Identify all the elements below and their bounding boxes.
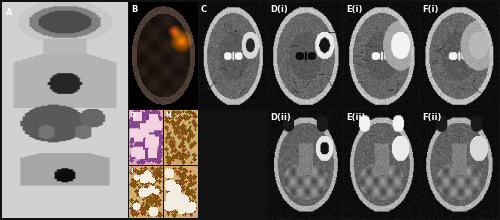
Text: B: B xyxy=(131,5,138,14)
Text: D(i): D(i) xyxy=(270,5,288,14)
Text: F(ii): F(ii) xyxy=(422,113,442,122)
Text: G: G xyxy=(130,112,136,118)
Text: D(ii): D(ii) xyxy=(270,113,291,122)
Text: E(ii): E(ii) xyxy=(346,113,366,122)
Text: I: I xyxy=(130,168,132,174)
Text: H: H xyxy=(165,112,171,118)
Text: C: C xyxy=(201,5,207,14)
Text: A: A xyxy=(6,9,12,17)
Text: J: J xyxy=(165,168,168,174)
Text: F(i): F(i) xyxy=(422,5,438,14)
Text: E(i): E(i) xyxy=(346,5,362,14)
